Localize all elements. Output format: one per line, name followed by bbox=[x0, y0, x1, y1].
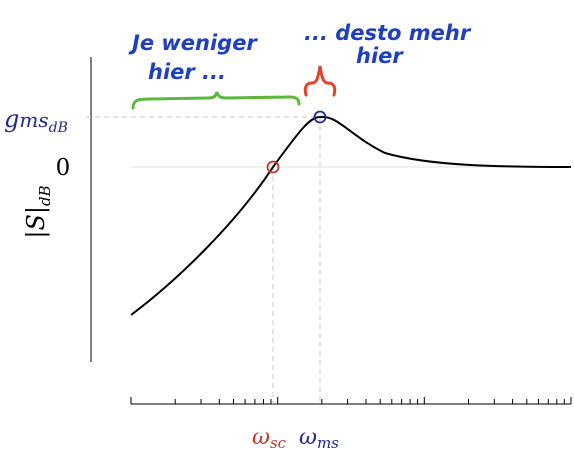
x-axis-ticks bbox=[130, 397, 572, 404]
omega-sc-marker bbox=[266, 160, 280, 174]
omega-ms-label: ωms bbox=[299, 425, 339, 450]
y-axis-label: |S|dB bbox=[22, 185, 54, 238]
left-note-line1: Je weniger bbox=[128, 31, 258, 55]
left-note-line2: hier ... bbox=[148, 60, 226, 84]
right-note-line2: hier bbox=[356, 44, 404, 68]
response-curve bbox=[130, 115, 572, 316]
y-tick-zero: 0 bbox=[56, 155, 71, 181]
omega-ms-marker bbox=[313, 110, 327, 124]
peak-gain-label: gmsdB bbox=[4, 105, 68, 136]
right-brace bbox=[303, 65, 337, 97]
omega-sc-label: ωsc bbox=[252, 425, 287, 450]
left-brace bbox=[131, 91, 301, 110]
right-note-line1: ... desto mehr bbox=[304, 21, 472, 45]
